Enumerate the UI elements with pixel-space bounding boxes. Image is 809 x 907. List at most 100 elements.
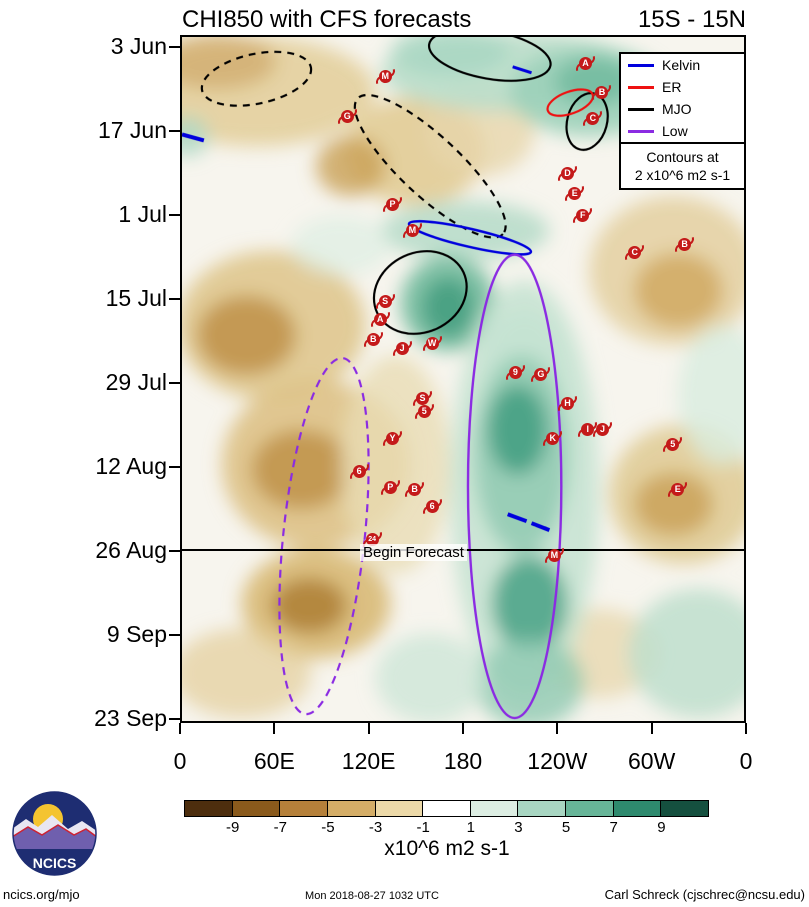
storm-marker-M: M [405, 223, 419, 237]
ncics-logo: NCICS [12, 791, 97, 876]
footer-timestamp: Mon 2018-08-27 1032 UTC [305, 890, 439, 902]
y-tick-label: 17 Jun [97, 116, 167, 143]
x-tick-label: 60W [628, 748, 676, 774]
legend-entry-label: Low [662, 123, 688, 139]
legend-entry: MJO [621, 98, 744, 120]
colorbar-segment [374, 800, 424, 817]
storm-marker-C: C [628, 245, 642, 259]
storm-marker-M: M [378, 70, 392, 84]
legend-entry: ER [621, 76, 744, 98]
storm-layer: A M B G C D E F P M C B S A B J W 9 G S 5 H Y K I J 5 6 P B E 6 24 M [182, 37, 744, 721]
legend-entry-label: ER [662, 79, 682, 95]
legend-note-line2: 2 x10^6 m2 s-1 [634, 167, 731, 184]
footer-url: ncics.org/mjo [3, 887, 80, 902]
storm-marker-A: A [579, 57, 593, 71]
plot-area: A M B G C D E F P M C B S A B J W 9 G S 5 H Y K I J 5 6 P B E 6 24 M Kelv… [180, 35, 746, 723]
storm-marker-D: D [560, 167, 574, 181]
storm-marker-5: 5 [666, 438, 680, 452]
kelvin-contour-streak-1 [506, 512, 528, 524]
y-tick-label: 1 Jul [118, 200, 167, 227]
legend-entries: Kelvin ER MJO Low [621, 54, 744, 142]
y-tick-label: 12 Aug [95, 452, 167, 479]
storm-marker-5: 5 [417, 405, 431, 419]
y-tick-label: 26 Aug [95, 536, 167, 563]
colorbar-tick-label: 3 [514, 819, 523, 836]
x-tick-label: 120W [527, 748, 588, 774]
kelvin-contour-small-top [512, 65, 532, 75]
legend-entry: Low [621, 120, 744, 142]
storm-marker-G: G [340, 110, 354, 124]
x-tick-mark [650, 723, 653, 734]
mjo-contour-dashed-2 [353, 93, 507, 239]
y-tick-label: 29 Jul [105, 368, 167, 395]
logo-mountains [13, 825, 96, 851]
y-tick-mark [169, 466, 180, 468]
colorbar-segment [612, 800, 662, 817]
logo-text: NCICS [33, 855, 77, 871]
y-tick-label: 15 Jul [105, 284, 167, 311]
x-tick-label: 60E [253, 748, 295, 774]
storm-marker-F: F [576, 208, 590, 222]
latitude-range-label: 15S - 15N [637, 6, 746, 33]
begin-forecast-label: Begin Forecast [360, 544, 467, 561]
kelvin-contour-streak-2 [530, 521, 551, 532]
footer-author: Carl Schreck (cjschrec@ncsu.edu) [604, 887, 805, 902]
storm-marker-E: E [671, 482, 685, 496]
colorbar-tick-label: -5 [321, 819, 335, 836]
y-tick-label: 3 Jun [110, 32, 167, 59]
mjo-contour-dashed-1 [200, 50, 313, 107]
colorbar-segment [326, 800, 376, 817]
x-tick-mark [273, 723, 276, 734]
legend-line-sample [628, 129, 654, 133]
title-bar: CHI850 with CFS forecasts 15S - 15N [182, 6, 746, 34]
y-tick-mark [169, 550, 180, 552]
x-tick-mark [367, 723, 370, 734]
legend-contour-note: Contours at 2 x10^6 m2 s-1 [621, 142, 744, 188]
storm-marker-J: J [395, 342, 409, 356]
x-tick-label: 180 [443, 748, 483, 774]
storm-marker-B: B [408, 482, 422, 496]
colorbar-tick-label: 7 [609, 819, 618, 836]
storm-marker-6: 6 [425, 500, 439, 514]
x-tick-mark [745, 723, 747, 734]
y-tick-mark [169, 634, 180, 636]
mjo-contour-solid-top [427, 37, 552, 82]
storm-marker-C: C [586, 112, 600, 126]
storm-marker-24: 24 [365, 532, 379, 546]
colorbar-tick-label: 1 [466, 819, 475, 836]
kelvin-contour-left-edge [182, 132, 205, 143]
legend-line-sample [628, 85, 654, 89]
colorbar-units-label: x10^6 m2 s-1 [384, 837, 510, 860]
x-tick-label: 120E [341, 748, 396, 774]
colorbar-segment [184, 800, 233, 817]
y-tick-mark [169, 214, 180, 216]
y-tick-mark [169, 382, 180, 384]
storm-marker-S: S [378, 295, 392, 309]
y-tick-label: 9 Sep [106, 620, 167, 647]
storm-marker-J: J [596, 423, 610, 437]
colorbar-tick-label: 9 [657, 819, 666, 836]
colorbar-tick-label: -3 [368, 819, 383, 836]
x-tick-mark [556, 723, 559, 734]
colorbar-tick-label: -7 [273, 819, 287, 836]
y-tick-mark [169, 298, 180, 300]
storm-marker-K: K [546, 432, 560, 446]
storm-marker-B: B [678, 238, 692, 252]
storm-marker-I: I [581, 423, 595, 437]
x-tick-mark [462, 723, 464, 734]
low-contour-solid [466, 253, 563, 720]
colorbar-segment [469, 800, 519, 817]
legend-entry: Kelvin [621, 54, 744, 76]
storm-marker-G: G [534, 367, 548, 381]
y-tick-mark [169, 130, 180, 132]
logo-rim [12, 791, 97, 876]
y-tick-mark [169, 46, 180, 48]
storm-marker-Y: Y [386, 432, 400, 446]
storm-marker-P: P [386, 198, 400, 212]
x-tick-mark [179, 723, 181, 734]
colorbar-segment [231, 800, 281, 817]
storm-marker-9: 9 [508, 366, 522, 380]
colorbar-labels: -9 -7 -5 -3 -1 1 3 5 7 9 [185, 817, 709, 836]
colorbar-tick-label: 5 [561, 819, 571, 836]
storm-marker-A: A [373, 313, 387, 327]
